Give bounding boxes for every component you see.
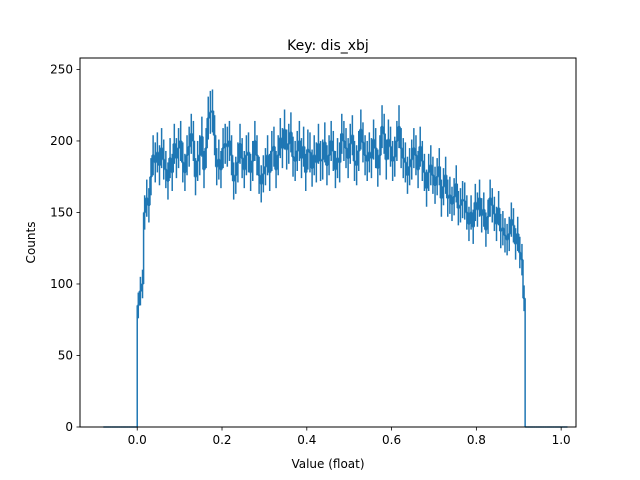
x-axis-label: Value (float): [291, 457, 364, 471]
y-tick-label: 100: [50, 277, 73, 291]
y-axis-ticks: 0 50 100 150 200 250: [50, 62, 80, 434]
y-tick-label: 200: [50, 134, 73, 148]
y-tick-label: 50: [58, 348, 73, 362]
y-tick-label: 250: [50, 62, 73, 76]
x-axis-ticks: 0.0 0.2 0.4 0.6 0.8 1.0: [128, 427, 571, 447]
y-axis-label: Counts: [24, 222, 38, 264]
x-tick-label: 0.0: [128, 433, 147, 447]
histogram-bin: [524, 298, 528, 428]
x-tick-label: 0.4: [297, 433, 316, 447]
y-tick-label: 150: [50, 205, 73, 219]
histogram-bin: [136, 304, 140, 427]
x-tick-label: 0.8: [467, 433, 486, 447]
x-tick-label: 1.0: [552, 433, 571, 447]
plot-area: [103, 89, 568, 428]
error-bars: [137, 89, 525, 319]
x-tick-label: 0.6: [382, 433, 401, 447]
y-tick-label: 0: [65, 420, 73, 434]
plot-frame: [79, 57, 577, 428]
chart-title: Key: dis_xbj: [287, 38, 369, 54]
x-tick-label: 0.2: [212, 433, 231, 447]
